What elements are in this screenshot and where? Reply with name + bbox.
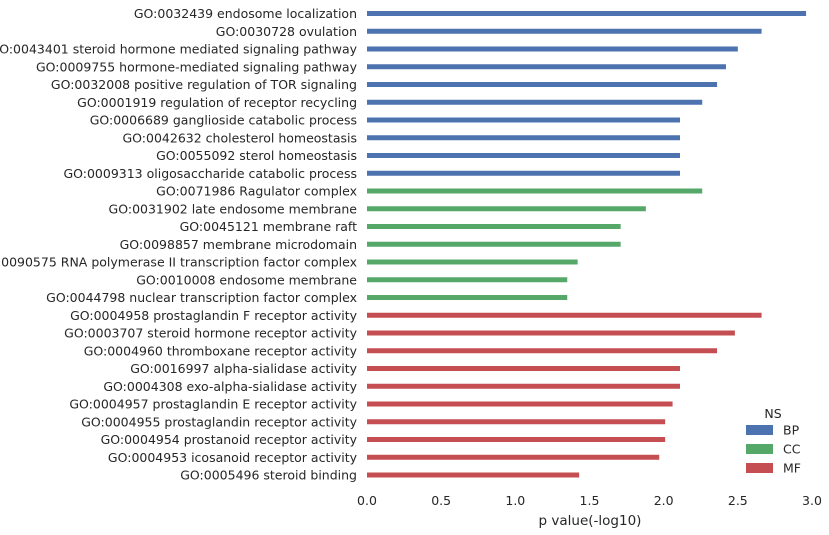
category-label: GO:0016997 alpha-sialidase activity [130, 361, 357, 376]
bar-bp [367, 117, 680, 123]
category-label: GO:0055092 sterol homeostasis [156, 148, 357, 163]
category-label: GO:0004954 prostanoid receptor activity [101, 432, 358, 447]
category-labels: GO:0032439 endosome localization GO:00307… [0, 6, 358, 483]
category-label: GO:0042632 cholesterol homeostasis [123, 130, 358, 145]
category-label: GO:0010008 endosome membrane [136, 272, 357, 287]
bar-bp [367, 64, 726, 70]
bar-cc [367, 206, 646, 212]
legend-label-bp: BP [783, 423, 800, 438]
x-tick-label: 1.5 [580, 493, 600, 508]
bar-bp [367, 82, 718, 87]
bar-mf [367, 366, 680, 371]
bar-mf [367, 419, 666, 425]
category-label: GO:0003707 steroid hormone receptor acti… [64, 326, 357, 341]
legend-label-mf: MF [783, 461, 801, 476]
category-label: GO:0004308 exo-alpha-sialidase activity [103, 379, 357, 394]
x-tick-label: 2.5 [728, 493, 748, 508]
x-tick-label: 1.0 [505, 493, 525, 508]
x-axis-title: p value(-log10) [539, 513, 642, 529]
x-tick-label: 0.0 [357, 493, 377, 508]
category-label: GO:0030728 ovulation [216, 24, 357, 39]
bar-bp [367, 99, 703, 105]
category-label: GO:0005496 steroid binding [180, 468, 357, 483]
bar-mf [367, 348, 718, 354]
bar-mf [367, 437, 666, 442]
bar-bp [367, 135, 680, 141]
bar-cc [367, 295, 568, 300]
category-label: GO:0044798 nuclear transcription factor … [46, 290, 357, 305]
legend-swatch-bp [746, 425, 773, 435]
bar-mf [367, 454, 660, 460]
legend: NS BP CC MF [746, 406, 801, 476]
legend-swatch-mf [746, 463, 773, 473]
legend-label-cc: CC [783, 442, 801, 457]
category-label: GO:0009755 hormone-mediated signaling pa… [36, 59, 358, 74]
category-label: GO:0009313 oligosaccharide catabolic pro… [63, 166, 357, 181]
category-label: GO:0004958 prostaglandin F receptor acti… [70, 308, 358, 323]
legend-title: NS [764, 406, 781, 421]
category-label: GO:0045121 membrane raft [180, 219, 358, 234]
category-label: GO:0090575 RNA polymerase II transcripti… [0, 255, 357, 270]
bar-bp [367, 46, 738, 52]
bar-bp [367, 170, 680, 176]
x-tick-label: 2.0 [654, 493, 674, 508]
bar-bp [367, 153, 680, 158]
category-label: GO:0001919 regulation of receptor recycl… [77, 95, 357, 110]
category-label: GO:0004953 icosanoid receptor activity [108, 450, 358, 465]
x-tick-label: 3.0 [802, 493, 822, 508]
category-label: GO:0006689 ganglioside catabolic process [90, 113, 357, 128]
category-label: GO:0004955 prostaglandin receptor activi… [81, 414, 357, 429]
category-label: GO:0031902 late endosome membrane [109, 201, 358, 216]
category-label: GO:0004960 thromboxane receptor activity [84, 343, 358, 358]
category-label: GO:0032439 endosome localization [134, 6, 357, 21]
bar-cc [367, 259, 578, 265]
x-axis: 0.0 0.5 1.0 1.5 2.0 2.5 3.0 [357, 493, 822, 508]
category-label: GO:0071986 Ragulator complex [156, 184, 357, 199]
bar-bp [367, 28, 762, 34]
bar-cc [367, 224, 621, 229]
bar-mf [367, 312, 762, 318]
category-label: GO:0043401 steroid hormone mediated sign… [0, 42, 358, 57]
bars [367, 11, 807, 478]
bar-bp [367, 11, 807, 16]
legend-swatch-cc [746, 444, 773, 454]
bar-mf [367, 330, 735, 336]
category-label: GO:0004957 prostaglandin E receptor acti… [69, 397, 357, 412]
bar-mf [367, 472, 580, 478]
bar-mf [367, 383, 680, 389]
x-tick-label: 0.5 [431, 493, 451, 508]
bar-cc [367, 188, 703, 194]
bar-mf [367, 401, 673, 407]
category-label: GO:0032008 positive regulation of TOR si… [51, 77, 357, 92]
bar-cc [367, 277, 568, 283]
category-label: GO:0098857 membrane microdomain [120, 237, 357, 252]
bar-cc [367, 241, 621, 247]
